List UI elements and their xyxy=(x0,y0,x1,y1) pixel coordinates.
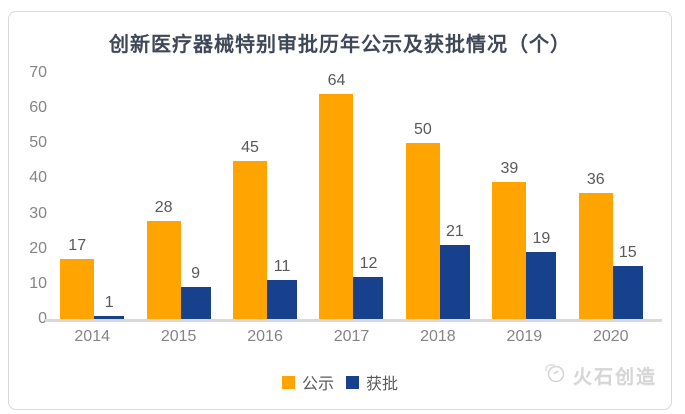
watermark-text: 火石创造 xyxy=(572,367,657,388)
bar-group-2019: 39 19 xyxy=(481,73,567,319)
y-tick-label: 30 xyxy=(29,204,47,222)
x-tick-label-2016: 2016 xyxy=(247,328,283,345)
bar-获批-2020 xyxy=(612,266,643,319)
value-label-获批-2018: 21 xyxy=(446,223,464,241)
x-tick-label-2017: 2017 xyxy=(333,328,370,345)
bar-公示-2014 xyxy=(60,259,95,319)
x-tick-label-2015: 2015 xyxy=(160,328,197,345)
bar-公示-2016 xyxy=(233,160,268,319)
legend-item-获批: 获批 xyxy=(346,370,398,394)
y-tick-label: 10 xyxy=(29,274,47,292)
x-tick-label-2020: 2020 xyxy=(592,328,629,345)
y-tick-label: 60 xyxy=(29,99,47,117)
value-label-公示-2020: 36 xyxy=(586,170,605,188)
bar-公示-2019 xyxy=(492,181,527,319)
value-label-获批-2016: 11 xyxy=(273,258,291,276)
bar-公示-2017 xyxy=(319,94,354,319)
y-tick-label: 50 xyxy=(29,134,47,152)
y-tick-label: 0 xyxy=(38,310,47,327)
value-label-公示-2019: 39 xyxy=(500,159,519,177)
value-label-公示-2015: 28 xyxy=(154,198,173,216)
value-label-公示-2017: 64 xyxy=(327,72,346,90)
bar-获批-2017 xyxy=(353,276,384,319)
x-tick-label-2014: 2014 xyxy=(74,328,110,345)
bar-获批-2019 xyxy=(526,252,557,319)
legend-label: 公示 xyxy=(301,376,334,393)
x-tick-label-2018: 2018 xyxy=(420,328,456,345)
bar-group-2017: 64 12 xyxy=(308,72,394,319)
plot-area: 17 1 28 9 45 11 64 12 50 21 39 19 36 15 xyxy=(49,72,654,319)
bar-group-2014: 17 1 xyxy=(49,73,135,319)
legend-label: 获批 xyxy=(366,376,399,393)
y-tick-label: 20 xyxy=(29,239,47,257)
bar-group-2018: 50 21 xyxy=(395,73,481,319)
bar-公示-2015 xyxy=(146,220,181,319)
bar-获批-2014 xyxy=(94,315,125,319)
bar-获批-2015 xyxy=(180,287,211,319)
bar-group-2015: 28 9 xyxy=(135,73,221,319)
value-label-获批-2015: 9 xyxy=(191,265,201,283)
value-label-公示-2018: 50 xyxy=(414,121,432,139)
value-label-获批-2020: 15 xyxy=(618,244,637,262)
x-axis-baseline xyxy=(45,319,662,322)
bar-公示-2018 xyxy=(405,143,440,319)
y-axis: 0 10 20 30 40 50 60 70 xyxy=(15,12,47,409)
bar-group-2016: 45 11 xyxy=(222,73,308,319)
chart-card: 创新医疗器械特别审批历年公示及获批情况（个） 0 10 20 30 40 50 60 70 1… xyxy=(8,11,672,410)
legend: 公示 获批 xyxy=(9,370,671,394)
legend-swatch-icon xyxy=(281,375,295,389)
chart-title: 创新医疗器械特别审批历年公示及获批情况（个） xyxy=(109,34,571,56)
y-tick-label: 70 xyxy=(29,64,47,81)
y-tick-label: 40 xyxy=(29,169,47,187)
bar-公示-2020 xyxy=(578,192,613,319)
bar-获批-2016 xyxy=(267,280,298,319)
value-label-获批-2019: 19 xyxy=(532,230,551,248)
value-label-公示-2016: 45 xyxy=(241,138,259,156)
watermark: 火石创造 xyxy=(543,362,657,389)
legend-item-公示: 公示 xyxy=(281,370,334,394)
x-axis-labels: 2014 2015 2016 2017 2018 2019 2020 xyxy=(49,328,654,348)
huoshi-logo-icon xyxy=(543,362,567,389)
legend-swatch-icon xyxy=(346,375,359,389)
value-label-公示-2014: 17 xyxy=(68,237,87,255)
value-label-获批-2017: 12 xyxy=(359,254,378,272)
value-label-获批-2014: 1 xyxy=(104,293,114,311)
bar-获批-2018 xyxy=(439,245,470,319)
bar-group-2020: 36 15 xyxy=(568,73,654,319)
x-tick-label-2019: 2019 xyxy=(506,328,543,345)
